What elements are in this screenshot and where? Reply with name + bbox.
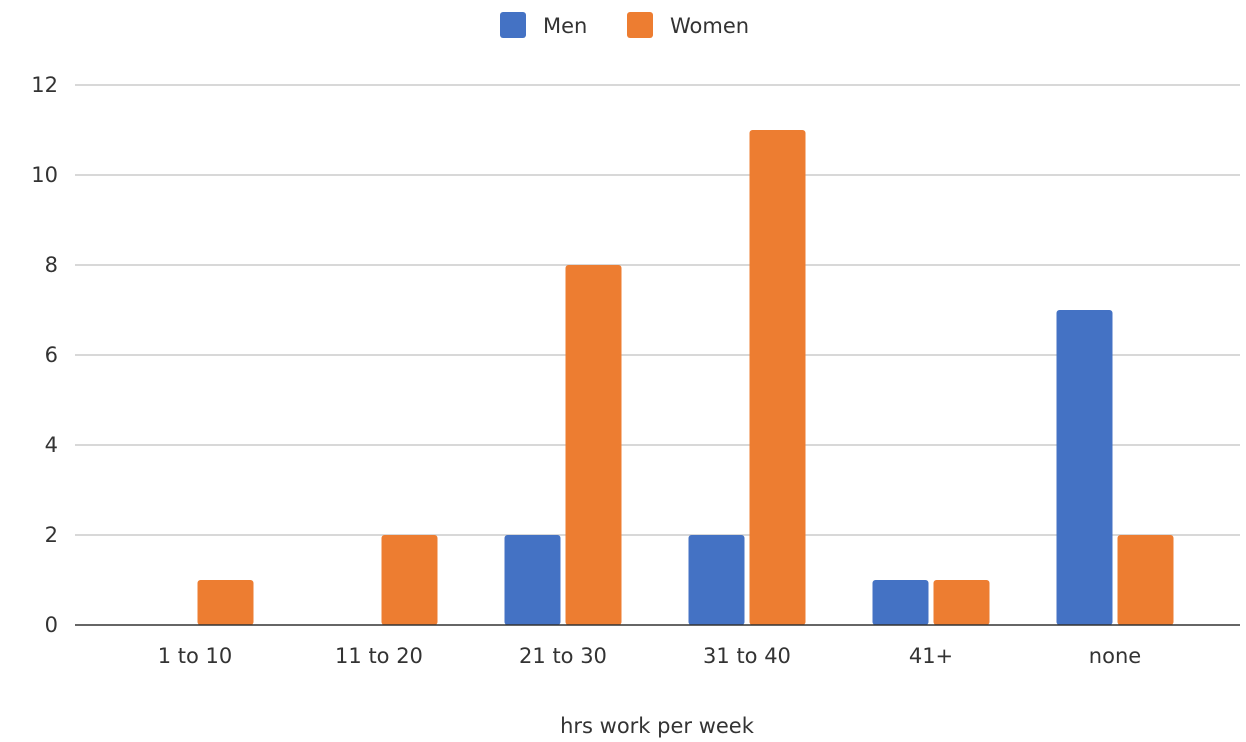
- legend: Men Women: [500, 12, 749, 38]
- y-tick-label: 0: [45, 613, 58, 637]
- legend-label-men: Men: [543, 14, 587, 38]
- bar-women-1: [197, 580, 254, 625]
- x-axis-tick-labels: 1 to 10 11 to 20 21 to 30 31 to 40 41+ none: [158, 644, 1141, 668]
- x-tick-label: 21 to 30: [519, 644, 607, 668]
- y-tick-label: 8: [45, 253, 58, 277]
- x-axis-title: hrs work per week: [560, 714, 755, 738]
- legend-swatch-women: [627, 12, 653, 38]
- bar-women-5: [933, 580, 990, 625]
- bar-men-5: [872, 580, 929, 625]
- bar-men-3: [504, 535, 561, 625]
- legend-swatch-men: [500, 12, 526, 38]
- bar-men-4: [688, 535, 745, 625]
- y-tick-label: 4: [45, 433, 58, 457]
- y-axis-tick-labels: 0 2 4 6 8 10 12: [31, 73, 58, 637]
- y-tick-label: 6: [45, 343, 58, 367]
- gridlines: [75, 84, 1240, 536]
- x-tick-label: 31 to 40: [703, 644, 791, 668]
- bar-men-6: [1056, 310, 1113, 625]
- bar-women-4: [749, 130, 806, 625]
- bars: [197, 130, 1174, 625]
- y-tick-label: 10: [31, 163, 58, 187]
- bar-women-2: [381, 535, 438, 625]
- y-tick-label: 12: [31, 73, 58, 97]
- bar-women-6: [1117, 535, 1174, 625]
- x-tick-label: 41+: [909, 644, 953, 668]
- x-tick-label: 11 to 20: [335, 644, 423, 668]
- y-tick-label: 2: [45, 523, 58, 547]
- bar-women-3: [565, 265, 622, 625]
- x-tick-label: 1 to 10: [158, 644, 233, 668]
- x-tick-label: none: [1089, 644, 1141, 668]
- legend-label-women: Women: [670, 14, 749, 38]
